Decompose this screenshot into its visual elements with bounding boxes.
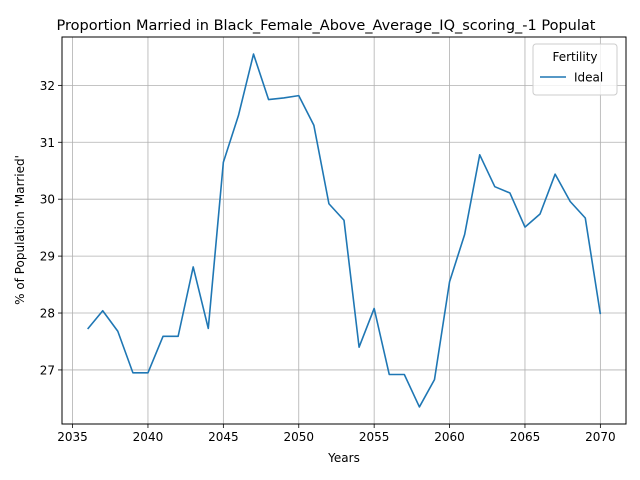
series-layer — [87, 53, 602, 408]
x-tick-label: 2040 — [133, 430, 164, 444]
legend: Fertility Ideal — [532, 43, 618, 96]
legend-entry-ideal: Ideal — [574, 71, 603, 85]
grid-lines — [62, 37, 626, 424]
chart-title: Proportion Married in Black_Female_Above… — [57, 18, 596, 34]
legend-title: Fertility — [552, 50, 597, 64]
y-tick-label: 29 — [40, 250, 55, 264]
x-axis-label: Years — [327, 451, 360, 465]
x-tick-label: 2065 — [510, 430, 541, 444]
x-tick-label: 2060 — [434, 430, 465, 444]
legend-box — [532, 43, 618, 96]
x-tick-label: 2050 — [283, 430, 314, 444]
series-line-ideal — [87, 53, 602, 408]
x-axis-ticks: 2035 2040 2045 2050 2055 2060 2065 2070 — [57, 424, 616, 444]
y-axis-label: % of Population 'Married' — [13, 155, 27, 305]
y-axis-ticks: 27 28 29 30 31 32 — [40, 79, 62, 377]
plot-frame — [61, 36, 627, 425]
x-tick-label: 2035 — [57, 430, 88, 444]
x-tick-label: 2045 — [208, 430, 239, 444]
x-tick-label: 2070 — [585, 430, 616, 444]
y-tick-label: 27 — [40, 363, 55, 377]
y-tick-label: 30 — [40, 193, 55, 207]
y-tick-label: 31 — [40, 136, 55, 150]
x-tick-label: 2055 — [359, 430, 390, 444]
y-tick-label: 32 — [40, 79, 55, 93]
y-tick-label: 28 — [40, 307, 55, 321]
